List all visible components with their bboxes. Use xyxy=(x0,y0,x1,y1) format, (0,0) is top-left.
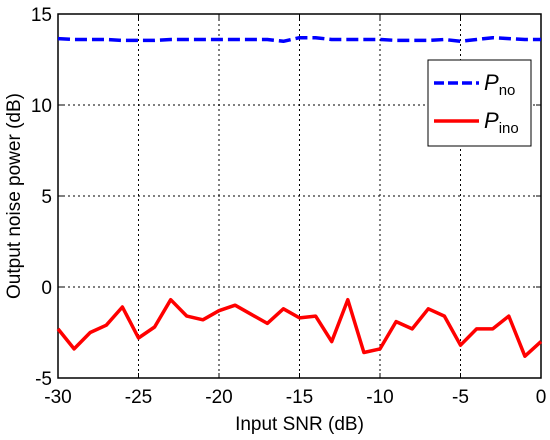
y-tick-label: 5 xyxy=(41,187,52,208)
x-axis-label: Input SNR (dB) xyxy=(235,414,364,435)
legend-series-name: P xyxy=(484,70,499,95)
y-tick-label: 0 xyxy=(41,278,52,299)
x-tick-label: -15 xyxy=(286,387,313,408)
series-layer xyxy=(56,35,543,358)
legend-label-0: Pno xyxy=(484,70,515,99)
x-tick-label: -10 xyxy=(366,387,393,408)
x-tick-label: -25 xyxy=(125,387,152,408)
series-line-0 xyxy=(57,35,541,44)
y-tick-label: 10 xyxy=(31,96,52,117)
y-tick-label: 15 xyxy=(31,5,52,26)
y-axis-label: Output noise power (dB) xyxy=(4,93,25,299)
legend-series-subscript: ino xyxy=(499,120,519,137)
series-line-1 xyxy=(56,297,543,358)
legend-label-1: Pino xyxy=(484,108,519,137)
legend-series-name: P xyxy=(484,108,499,133)
x-tick-label: 0 xyxy=(536,387,547,408)
grid xyxy=(58,14,541,378)
x-tick-label: -5 xyxy=(452,387,469,408)
x-tick-label: -20 xyxy=(205,387,232,408)
legend-box xyxy=(427,59,532,147)
legend-series-subscript: no xyxy=(499,82,516,99)
x-tick-label: -30 xyxy=(44,387,71,408)
y-tick-label: -5 xyxy=(35,369,52,390)
axis-ticks: -30 -25 -20 -15 -10 -5 0 -5 0 5 10 15 xyxy=(31,5,546,408)
